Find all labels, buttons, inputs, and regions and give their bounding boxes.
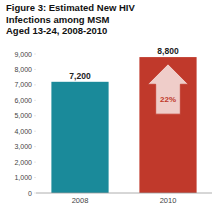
annotation: 22% [160,95,176,104]
y-tick-label: 4,000 [14,128,32,135]
chart: Figure 3: Estimated New HIVInfections am… [0,0,220,215]
y-axis: 0 1,000 2,000 3,000 4,000 5,000 6,000 7,000 8,00… [14,51,36,197]
x-tick-label: 2010 [160,196,177,205]
y-tick [34,84,36,85]
x-tick-label: 2008 [72,196,89,205]
y-tick-label: 7,000 [14,81,32,88]
y-tick-label: 8,000 [14,66,32,73]
y-tick [34,146,36,147]
arrow [148,64,188,114]
y-tick [34,115,36,116]
y-tick-label: 9,000 [14,51,32,58]
data-label: 7,200 [69,71,91,81]
background [0,0,220,215]
y-tick-label: 5,000 [14,112,32,119]
bars [51,57,196,193]
y-tick [34,131,36,132]
y-tick-label: 2,000 [14,159,32,166]
x-axis-line [36,193,212,194]
data-label: 8,800 [157,46,179,56]
y-tick-label: 1,000 [14,174,32,181]
y-tick [34,54,36,55]
y-tick [34,177,36,178]
bar [139,57,196,193]
y-tick-label: 0 [28,190,32,197]
y-tick [34,193,36,194]
y-tick [34,69,36,70]
title: Figure 3: Estimated New HIVInfections am… [6,2,135,36]
bar [51,82,108,193]
y-tick [34,162,36,163]
y-tick-label: 3,000 [14,143,32,150]
y-tick [34,100,36,101]
y-tick-label: 6,000 [14,97,32,104]
